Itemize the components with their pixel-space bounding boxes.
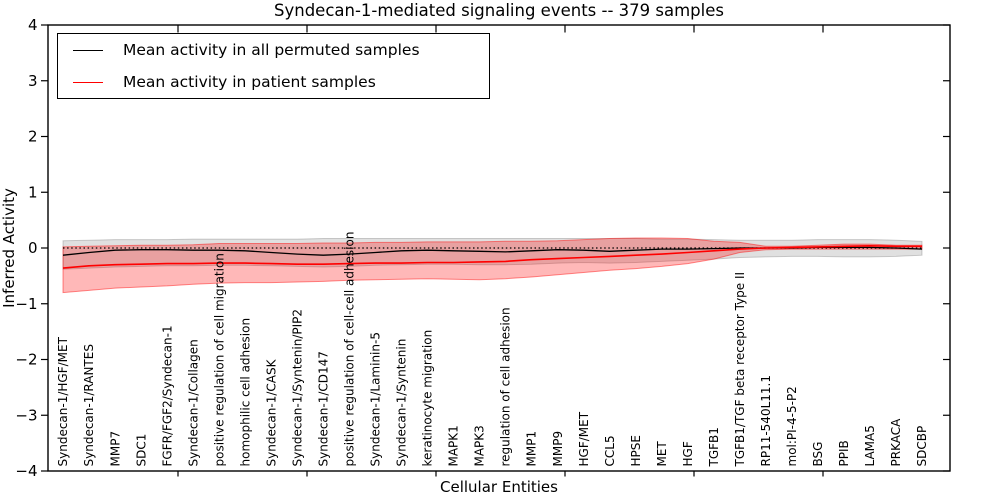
x-category-label: PPIB bbox=[837, 440, 851, 466]
legend-item-patient: Mean activity in patient samples bbox=[58, 66, 489, 98]
legend-label-permuted: Mean activity in all permuted samples bbox=[123, 41, 420, 59]
x-category-label: Syndecan-1/RANTES bbox=[82, 344, 96, 466]
x-category-label: CCL5 bbox=[603, 435, 617, 466]
y-tick-label: 0 bbox=[28, 239, 38, 257]
y-tick-label: −1 bbox=[15, 295, 37, 313]
x-category-label: positive regulation of cell-cell adhesio… bbox=[343, 232, 357, 467]
y-axis-label: Inferred Activity bbox=[0, 188, 18, 308]
x-category-label: mol:PI-4-5-P2 bbox=[785, 386, 799, 466]
x-category-label: TGFB1/TGF beta receptor Type II bbox=[733, 272, 747, 468]
y-tick-label: 2 bbox=[28, 128, 38, 146]
legend-line-sample-patient bbox=[73, 81, 103, 83]
legend-line-sample-permuted bbox=[73, 49, 103, 51]
x-category-label: HPSE bbox=[629, 435, 643, 466]
x-category-label: homophilic cell adhesion bbox=[238, 318, 252, 467]
band-patient bbox=[62, 237, 923, 294]
y-tick-label: −3 bbox=[15, 406, 37, 424]
x-category-label: Syndecan-1/Collagen bbox=[186, 339, 200, 466]
legend: Mean activity in all permuted samples Me… bbox=[57, 33, 490, 99]
y-tick-label: 3 bbox=[28, 72, 38, 90]
x-category-label: Syndecan-1/HGF/MET bbox=[56, 336, 70, 466]
x-category-label: MMP1 bbox=[525, 431, 539, 467]
x-category-label: Syndecan-1/Laminin-5 bbox=[369, 332, 383, 466]
x-category-label: MMP7 bbox=[108, 431, 122, 467]
x-category-label: RP11-540L11.1 bbox=[759, 375, 773, 466]
y-tick-label: 4 bbox=[28, 16, 38, 34]
y-tick-label: −4 bbox=[15, 462, 37, 480]
x-category-label: BSG bbox=[811, 442, 825, 467]
x-category-label: MET bbox=[655, 441, 669, 467]
x-category-label: MAPK3 bbox=[473, 425, 487, 466]
x-category-label: MMP9 bbox=[551, 431, 565, 467]
x-category-label: MAPK1 bbox=[447, 425, 461, 466]
y-tick-label: −2 bbox=[15, 351, 37, 369]
legend-label-patient: Mean activity in patient samples bbox=[123, 73, 376, 91]
x-category-label: Syndecan-1/CASK bbox=[264, 358, 278, 466]
x-category-label: PRKACA bbox=[889, 418, 903, 467]
x-category-label: Syndecan-1/Syntenin bbox=[395, 339, 409, 467]
x-category-label: Syndecan-1/Syntenin/PIP2 bbox=[290, 309, 304, 467]
x-category-label: positive regulation of cell migration bbox=[212, 253, 226, 466]
x-category-label: Syndecan-1/CD147 bbox=[317, 351, 331, 466]
x-category-label: FGFR/FGF2/Syndecan-1 bbox=[160, 325, 174, 466]
chart-title: Syndecan-1-mediated signaling events -- … bbox=[274, 1, 724, 20]
x-category-label: regulation of cell adhesion bbox=[499, 307, 513, 466]
x-axis-label: Cellular Entities bbox=[440, 478, 558, 496]
x-category-label: SDC1 bbox=[134, 434, 148, 467]
x-category-label: LAMA5 bbox=[863, 425, 877, 466]
legend-item-permuted: Mean activity in all permuted samples bbox=[58, 34, 489, 66]
x-category-label: keratinocyte migration bbox=[421, 330, 435, 467]
x-category-label: TGFB1 bbox=[707, 427, 721, 467]
x-category-label: HGF/MET bbox=[577, 411, 591, 466]
x-category-label: SDCBP bbox=[915, 426, 929, 467]
band-permuted bbox=[62, 238, 923, 270]
y-tick-label: 1 bbox=[28, 183, 38, 201]
series-line-patient bbox=[62, 245, 922, 269]
x-category-label: HGF bbox=[681, 441, 695, 466]
